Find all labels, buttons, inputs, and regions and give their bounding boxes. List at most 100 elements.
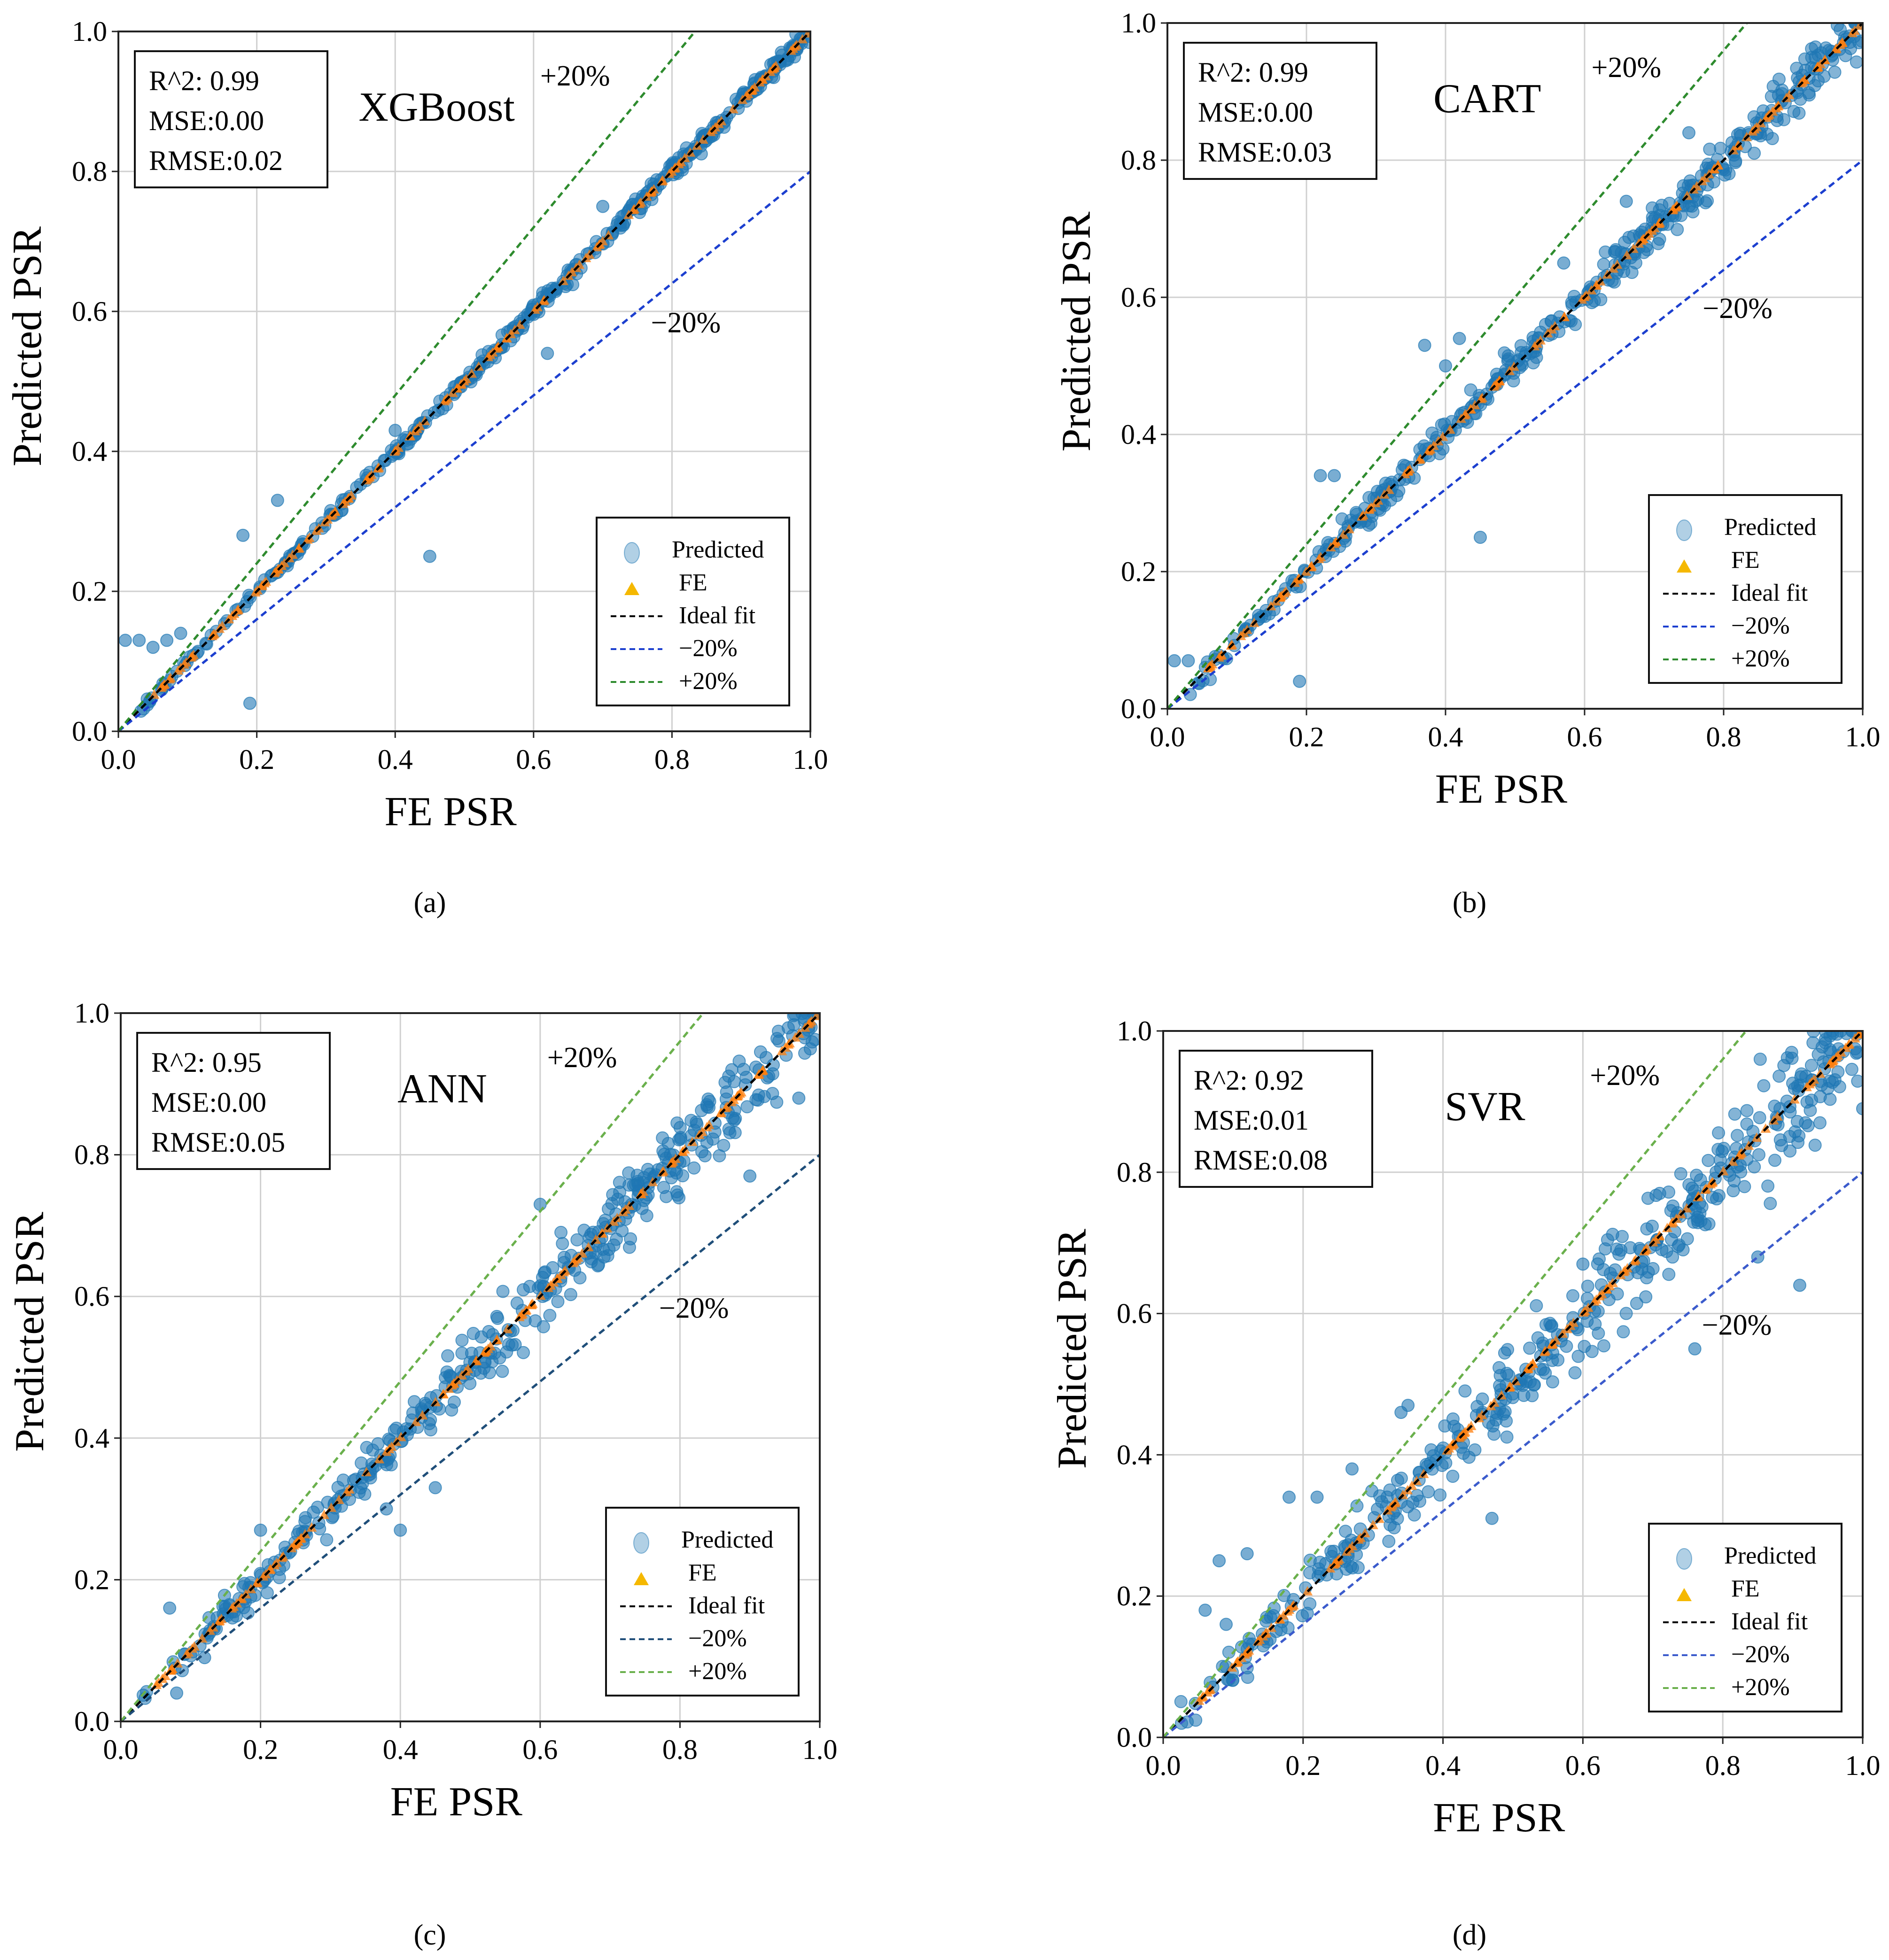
predicted-point <box>1671 223 1684 236</box>
predicted-point <box>597 1250 611 1264</box>
x-tick-label: 0.2 <box>243 1734 278 1765</box>
predicted-point <box>695 1145 708 1158</box>
predicted-point <box>1651 237 1665 250</box>
fe-point <box>1315 552 1326 562</box>
predicted-point <box>585 1252 599 1265</box>
predicted-point <box>1544 1319 1558 1333</box>
predicted-point <box>1666 1250 1679 1264</box>
predicted-point <box>163 1601 177 1615</box>
fe-point <box>396 1432 406 1441</box>
legend-marker-fe <box>1677 559 1692 573</box>
predicted-point <box>1446 1470 1460 1483</box>
predicted-point <box>543 1309 557 1322</box>
predicted-point <box>1845 1062 1858 1076</box>
predicted-point <box>160 634 174 647</box>
x-tick-label: 0.4 <box>378 744 413 775</box>
predicted-point <box>1713 1153 1727 1167</box>
x-tick-label: 0.2 <box>1285 1750 1321 1781</box>
plot-area <box>121 1013 820 1721</box>
ideal-fit-line <box>1163 1031 1863 1737</box>
predicted-point <box>1804 1059 1818 1072</box>
fe-point <box>1666 1218 1677 1228</box>
minus-20-line <box>121 1154 820 1721</box>
predicted-point <box>577 1224 591 1237</box>
predicted-point <box>1401 1500 1415 1513</box>
predicted-point <box>1619 194 1633 208</box>
predicted-point <box>1447 1419 1461 1433</box>
predicted-point <box>1752 1148 1766 1162</box>
predicted-point <box>1616 1230 1629 1243</box>
x-tick-label: 0.0 <box>1150 721 1185 752</box>
predicted-point <box>1761 1179 1775 1193</box>
plot-area <box>1163 1031 1863 1737</box>
predicted-point <box>1703 142 1717 156</box>
metrics-frame <box>1179 1050 1373 1188</box>
predicted-point <box>455 1333 469 1347</box>
predicted-point <box>690 1117 704 1131</box>
x-axis-label: FE PSR <box>1435 767 1568 812</box>
predicted-point <box>599 1214 612 1227</box>
predicted-point <box>676 1169 690 1183</box>
fe-point <box>251 1578 262 1588</box>
x-tick-label: 0.8 <box>662 1734 698 1765</box>
predicted-point <box>1519 346 1533 359</box>
fe-point <box>722 1101 733 1111</box>
predicted-point <box>298 1515 312 1528</box>
predicted-point <box>1688 1342 1702 1356</box>
x-tick-label: 0.8 <box>1706 721 1741 752</box>
predicted-point <box>1453 332 1466 345</box>
predicted-point <box>419 1396 432 1410</box>
y-tick-label: 0.0 <box>1117 1722 1152 1753</box>
fe-point <box>1347 1541 1358 1550</box>
legend-marker-predicted <box>1676 519 1692 541</box>
predicted-point <box>1498 1405 1512 1418</box>
predicted-point <box>423 550 436 563</box>
x-tick-label: 0.2 <box>239 744 274 775</box>
predicted-point <box>516 1283 530 1297</box>
predicted-point <box>1198 1604 1212 1617</box>
predicted-point <box>1757 1079 1771 1092</box>
fe-point <box>411 1417 421 1426</box>
predicted-point <box>609 1232 623 1246</box>
predicted-point <box>508 1338 522 1351</box>
predicted-point <box>1328 469 1341 482</box>
predicted-point <box>394 1523 407 1537</box>
predicted-point <box>1571 1349 1585 1363</box>
minus-20-line <box>1163 1171 1863 1737</box>
predicted-point <box>713 1149 726 1162</box>
predicted-point <box>1622 231 1636 244</box>
predicted-point <box>1569 318 1582 331</box>
x-tick-label: 0.6 <box>522 1734 558 1765</box>
predicted-point <box>1258 610 1272 623</box>
fe-point <box>165 673 176 682</box>
legend-marker-fe <box>1677 1588 1692 1601</box>
predicted-point <box>1324 1545 1338 1558</box>
predicted-point <box>1693 1207 1707 1220</box>
legend-entry: −20% <box>679 635 738 662</box>
predicted-point <box>1392 484 1406 498</box>
predicted-point <box>1851 1074 1863 1088</box>
predicted-point <box>271 494 284 507</box>
predicted-point <box>1702 1217 1716 1231</box>
metric-text: RMSE:0.08 <box>1194 1145 1328 1176</box>
predicted-point <box>441 1349 455 1363</box>
predicted-point <box>573 1271 587 1285</box>
predicted-point <box>1815 1040 1829 1054</box>
model-title: CART <box>1433 76 1541 122</box>
predicted-point <box>1850 55 1863 69</box>
predicted-point <box>1640 1222 1654 1236</box>
predicted-point <box>687 1161 701 1175</box>
legend: Predicted FE Ideal fit −20% +20% <box>596 517 790 706</box>
plot-area <box>1167 23 1863 709</box>
predicted-point <box>1768 1154 1781 1167</box>
fe-point <box>479 1347 490 1357</box>
predicted-point <box>1310 1490 1324 1504</box>
fe-point <box>1423 446 1434 456</box>
x-tick-label: 0.8 <box>654 744 690 775</box>
predicted-point <box>556 1237 569 1250</box>
predicted-point <box>336 1473 350 1487</box>
predicted-point <box>1277 1589 1291 1603</box>
predicted-point <box>118 634 132 647</box>
predicted-point <box>406 1406 420 1420</box>
